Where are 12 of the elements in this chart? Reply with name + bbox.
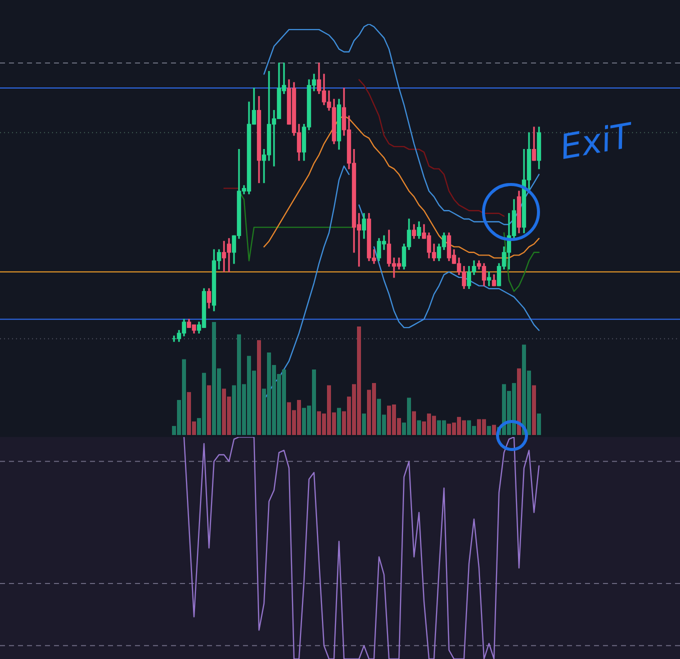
bar <box>337 408 341 435</box>
bar <box>517 368 521 435</box>
text: ExiT <box>557 116 635 168</box>
bar <box>362 414 366 435</box>
bar <box>257 340 261 435</box>
bar <box>207 385 211 435</box>
bar <box>417 420 421 435</box>
bar <box>532 385 536 435</box>
bar <box>537 414 541 435</box>
bar <box>487 426 491 435</box>
bar <box>412 411 416 435</box>
bar <box>492 424 496 435</box>
